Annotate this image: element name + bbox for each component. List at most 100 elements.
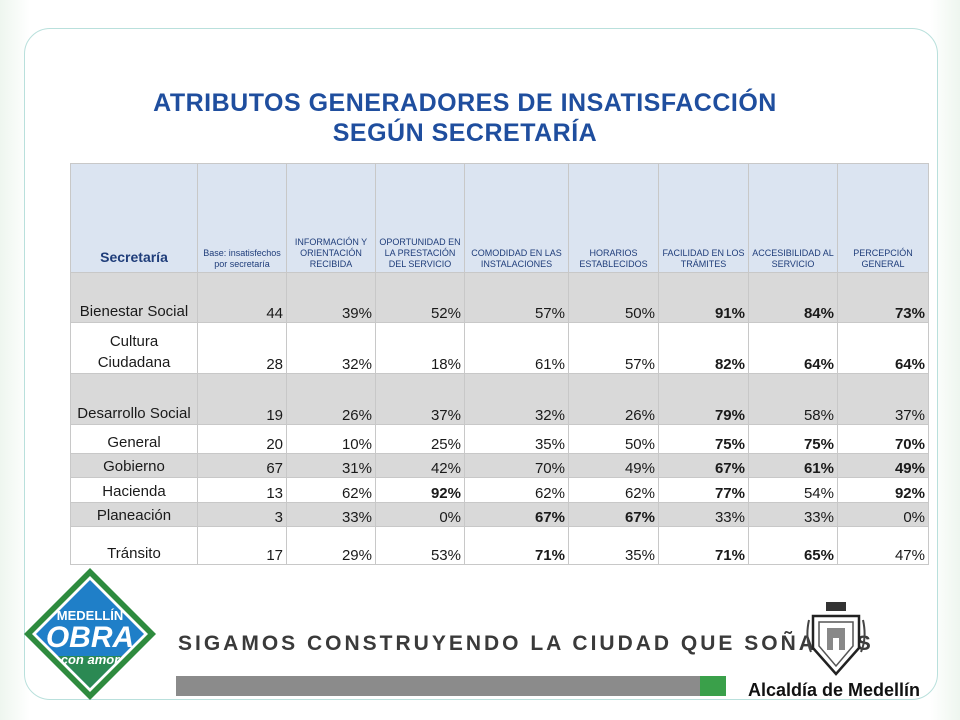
cell: 62% xyxy=(568,477,659,503)
row-base: 13 xyxy=(197,477,287,503)
header-secretaria: Secretaría xyxy=(70,163,198,273)
row-base: 44 xyxy=(197,272,287,323)
logo-green-lower xyxy=(36,634,144,688)
row-name: Desarrollo Social xyxy=(70,373,198,425)
row-name: General xyxy=(70,424,198,454)
row-name: Bienestar Social xyxy=(70,272,198,323)
footer-gray-bar xyxy=(176,676,726,696)
cell: 26% xyxy=(286,373,376,425)
row-name: Gobierno xyxy=(70,453,198,478)
cell: 75% xyxy=(658,424,749,454)
cell: 73% xyxy=(837,272,929,323)
slogan-text: SIGAMOS CONSTRUYENDO LA CIUDAD QUE SOÑAM… xyxy=(178,632,874,655)
logo-text-con-amor: con amor xyxy=(61,652,120,667)
cell: 49% xyxy=(568,453,659,478)
cell: 79% xyxy=(658,373,749,425)
cell: 58% xyxy=(748,373,838,425)
seal-inner-shield xyxy=(818,621,854,668)
cell: 32% xyxy=(464,373,569,425)
logo-text-medellin: MEDELLÍN xyxy=(57,608,123,623)
cell: 50% xyxy=(568,424,659,454)
cell: 33% xyxy=(658,502,749,527)
row-base: 28 xyxy=(197,322,287,374)
cell: 67% xyxy=(568,502,659,527)
cell: 57% xyxy=(464,272,569,323)
cell: 64% xyxy=(748,322,838,374)
slide-title-line-2: SEGÚN SECRETARÍA xyxy=(332,119,598,147)
cell: 35% xyxy=(568,526,659,565)
cell: 70% xyxy=(464,453,569,478)
header-horarios: HORARIOS ESTABLECIDOS xyxy=(568,163,659,273)
cell: 18% xyxy=(375,322,465,374)
cell: 35% xyxy=(464,424,569,454)
cell: 26% xyxy=(568,373,659,425)
row-base: 67 xyxy=(197,453,287,478)
header-comodidad: COMODIDAD EN LAS INSTALACIONES xyxy=(464,163,569,273)
row-base: 3 xyxy=(197,502,287,527)
cell: 70% xyxy=(837,424,929,454)
row-base: 20 xyxy=(197,424,287,454)
cell: 75% xyxy=(748,424,838,454)
cell: 25% xyxy=(375,424,465,454)
cell: 67% xyxy=(658,453,749,478)
slide-title-line-1: ATRIBUTOS GENERADORES DE INSATISFACCIÓN xyxy=(153,89,777,117)
slide-title: ATRIBUTOS GENERADORES DE INSATISFACCIÓN … xyxy=(40,88,890,148)
header-percepcion: PERCEPCIÓN GENERAL xyxy=(837,163,929,273)
cell: 61% xyxy=(464,322,569,374)
header-accesibilidad: ACCESIBILIDAD AL SERVICIO xyxy=(748,163,838,273)
cell: 32% xyxy=(286,322,376,374)
cell: 37% xyxy=(375,373,465,425)
cell: 71% xyxy=(464,526,569,565)
cell: 49% xyxy=(837,453,929,478)
table-row: Cultura Ciudadana 28 32% 18% 61% 57% 82%… xyxy=(70,322,929,374)
cell: 42% xyxy=(375,453,465,478)
cell: 29% xyxy=(286,526,376,565)
cell: 82% xyxy=(658,322,749,374)
cell: 62% xyxy=(464,477,569,503)
cell: 77% xyxy=(658,477,749,503)
cell: 61% xyxy=(748,453,838,478)
table-row: General 20 10% 25% 35% 50% 75% 75% 70% xyxy=(70,424,929,454)
logo-text-obra: OBRA xyxy=(46,621,134,654)
header-informacion: INFORMACIÓN Y ORIENTACIÓN RECIBIDA xyxy=(286,163,376,273)
header-oportunidad: OPORTUNIDAD EN LA PRESTACIÓN DEL SERVICI… xyxy=(375,163,465,273)
cell: 62% xyxy=(286,477,376,503)
medellin-obra-logo: MEDELLÍN OBRA con amor xyxy=(24,568,156,700)
cell: 53% xyxy=(375,526,465,565)
table-row: Desarrollo Social 19 26% 37% 32% 26% 79%… xyxy=(70,373,929,425)
table-row: Planeación 3 33% 0% 67% 67% 33% 33% 0% xyxy=(70,502,929,527)
cell: 39% xyxy=(286,272,376,323)
cell: 37% xyxy=(837,373,929,425)
cell: 84% xyxy=(748,272,838,323)
row-name: Cultura Ciudadana xyxy=(70,322,198,374)
seal-laurels xyxy=(806,619,866,653)
cell: 0% xyxy=(837,502,929,527)
institution-name: Alcaldía de Medellín xyxy=(748,680,921,700)
table-row: Hacienda 13 62% 92% 62% 62% 77% 54% 92% xyxy=(70,477,929,503)
cell: 71% xyxy=(658,526,749,565)
cell: 57% xyxy=(568,322,659,374)
cell: 10% xyxy=(286,424,376,454)
row-base: 17 xyxy=(197,526,287,565)
cell: 52% xyxy=(375,272,465,323)
cell: 0% xyxy=(375,502,465,527)
footer-green-accent xyxy=(700,676,726,696)
cell: 64% xyxy=(837,322,929,374)
cell: 92% xyxy=(375,477,465,503)
cell: 47% xyxy=(837,526,929,565)
seal-crown xyxy=(826,602,846,611)
seal-door xyxy=(833,638,839,650)
cell: 50% xyxy=(568,272,659,323)
table-row: Tránsito 17 29% 53% 71% 35% 71% 65% 47% xyxy=(70,526,929,565)
cell: 67% xyxy=(464,502,569,527)
table-row: Gobierno 67 31% 42% 70% 49% 67% 61% 49% xyxy=(70,453,929,478)
cell: 33% xyxy=(286,502,376,527)
cell: 54% xyxy=(748,477,838,503)
header-facilidad: FACILIDAD EN LOS TRÁMITES xyxy=(658,163,749,273)
row-name: Planeación xyxy=(70,502,198,527)
header-base: Base: insatisfechos por secretaría xyxy=(197,163,287,273)
cell: 92% xyxy=(837,477,929,503)
cell: 65% xyxy=(748,526,838,565)
row-name: Hacienda xyxy=(70,477,198,503)
dissatisfaction-table: Secretaría Base: insatisfechos por secre… xyxy=(70,163,929,565)
